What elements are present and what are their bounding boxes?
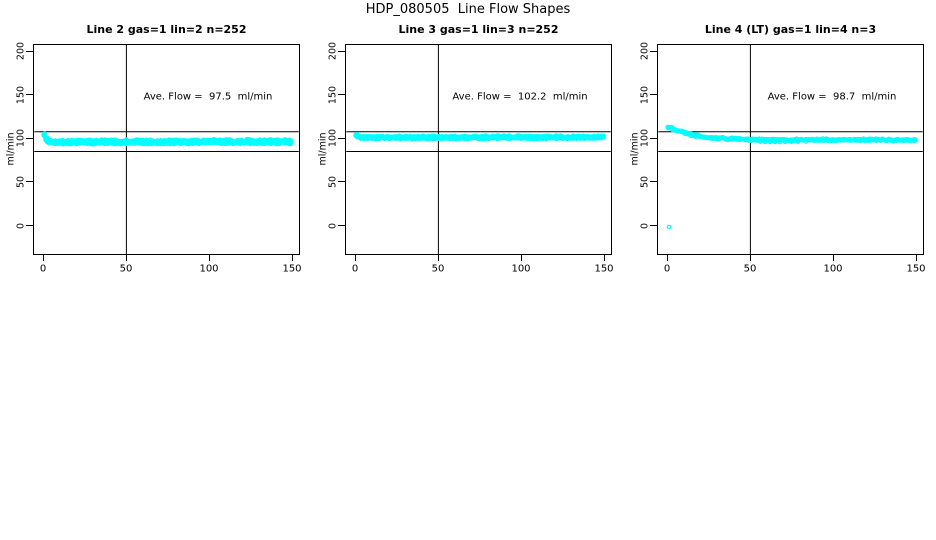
panel-line4: Line 4 (LT) gas=1 lin=4 n=3 Ave. Flow = … <box>624 0 936 300</box>
panel-line3: Line 3 gas=1 lin=3 n=252 Ave. Flow = 102… <box>312 0 624 300</box>
y-tick <box>26 50 33 52</box>
panel-title: Line 4 (LT) gas=1 lin=4 n=3 <box>704 23 877 36</box>
x-tick-label: 50 <box>431 263 445 275</box>
y-tick-label: 200 <box>327 41 339 61</box>
y-tick-label: 200 <box>15 41 27 61</box>
y-tick <box>26 225 33 226</box>
plot-area-svg <box>658 45 923 254</box>
x-tick <box>291 255 293 261</box>
data-point <box>288 137 293 143</box>
y-tick-label: 0 <box>15 222 27 229</box>
y-tick <box>26 181 33 183</box>
x-tick <box>666 255 668 261</box>
x-tick <box>354 255 356 261</box>
data-point <box>777 139 783 145</box>
y-tick <box>26 94 33 96</box>
x-tick <box>832 255 834 261</box>
y-tick-label: 50 <box>327 175 339 188</box>
x-tick-label: 0 <box>663 263 671 275</box>
plot-box: Ave. Flow = 98.7 ml/min <box>657 44 924 255</box>
data-point <box>666 224 672 230</box>
y-tick <box>650 225 657 226</box>
ave-flow-annotation: Ave. Flow = 97.5 ml/min <box>143 91 273 103</box>
data-point <box>803 139 809 144</box>
data-points-layer <box>41 131 294 147</box>
x-tick-label: 50 <box>119 263 133 275</box>
y-tick-label: 150 <box>639 85 651 104</box>
y-tick <box>650 137 657 139</box>
data-point <box>795 139 801 144</box>
x-tick <box>437 255 439 261</box>
ave-flow-annotation: Ave. Flow = 102.2 ml/min <box>452 91 588 103</box>
x-tick-label: 0 <box>351 263 359 275</box>
y-tick <box>26 137 33 139</box>
x-tick-label: 50 <box>743 263 757 275</box>
ave-flow-annotation: Ave. Flow = 98.7 ml/min <box>767 91 897 103</box>
y-tick-label: 150 <box>15 85 27 104</box>
y-tick-label: 50 <box>15 175 27 188</box>
x-tick <box>125 255 127 261</box>
x-tick-label: 0 <box>39 263 47 275</box>
x-tick-label: 100 <box>823 263 843 275</box>
x-tick <box>42 255 44 261</box>
data-point <box>758 139 763 144</box>
data-points-layer <box>665 124 918 230</box>
data-point <box>789 139 794 145</box>
y-tick <box>650 181 657 183</box>
data-point <box>772 139 778 145</box>
x-tick-label: 150 <box>906 263 926 275</box>
y-tick-label: 0 <box>639 222 651 229</box>
plot-box: Ave. Flow = 102.2 ml/min <box>345 44 612 255</box>
panel-title: Line 2 gas=1 lin=2 n=252 <box>86 23 247 36</box>
y-tick <box>338 137 345 139</box>
data-point <box>782 139 788 145</box>
data-point <box>767 139 773 145</box>
y-tick-label: 0 <box>327 222 339 229</box>
panel-title: Line 3 gas=1 lin=3 n=252 <box>398 23 559 36</box>
y-tick <box>338 225 345 226</box>
plot-area-svg <box>346 45 611 254</box>
panel-line2: Line 2 gas=1 lin=2 n=252 Ave. Flow = 97.… <box>0 0 312 300</box>
data-point <box>762 139 768 145</box>
y-tick-label: 100 <box>639 129 651 148</box>
data-points-layer <box>353 131 606 142</box>
plot-area-svg <box>34 45 299 254</box>
y-tick-label: 100 <box>15 129 27 148</box>
x-tick-label: 100 <box>199 263 219 275</box>
y-tick <box>338 94 345 96</box>
x-tick-label: 150 <box>282 263 302 275</box>
x-tick <box>520 255 522 261</box>
y-tick-label: 150 <box>327 85 339 104</box>
y-tick-label: 100 <box>327 129 339 148</box>
figure-title: HDP_080505 Line Flow Shapes <box>365 2 571 17</box>
x-tick <box>749 255 751 261</box>
x-tick <box>603 255 605 261</box>
y-tick-label: 200 <box>639 41 651 61</box>
y-tick <box>650 50 657 52</box>
y-tick <box>650 94 657 96</box>
x-tick <box>208 255 210 261</box>
data-point <box>600 134 606 140</box>
x-tick-label: 100 <box>511 263 531 275</box>
y-tick <box>338 50 345 52</box>
y-tick-label: 50 <box>639 175 651 188</box>
y-tick <box>338 181 345 183</box>
data-point <box>912 137 918 142</box>
plot-box: Ave. Flow = 97.5 ml/min <box>33 44 300 255</box>
x-tick <box>915 255 917 261</box>
x-tick-label: 150 <box>594 263 614 275</box>
